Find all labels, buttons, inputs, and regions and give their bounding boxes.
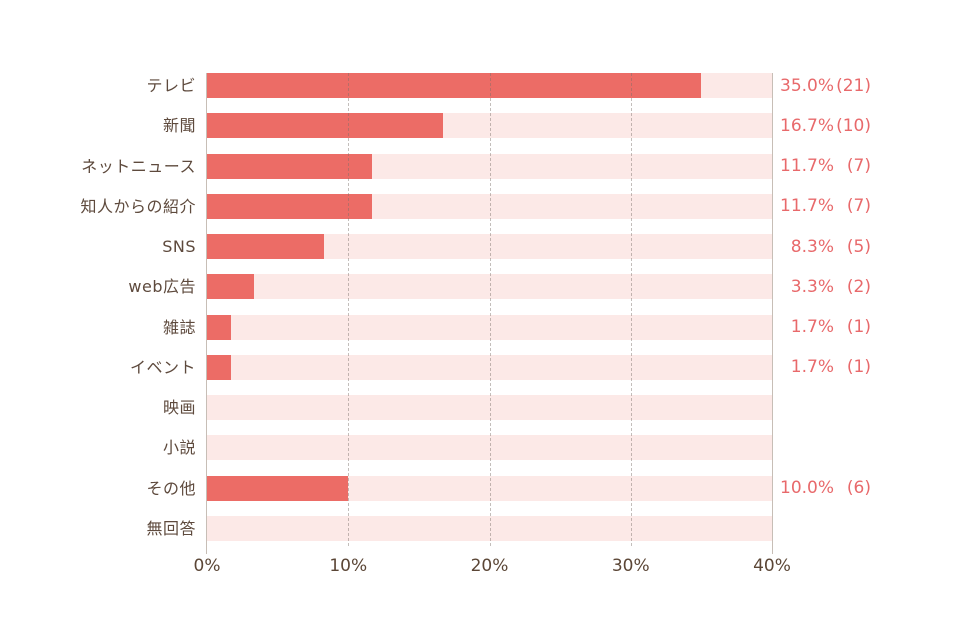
bar-track — [207, 435, 772, 461]
percent-value: 3.3% — [790, 276, 834, 297]
category-label: 無回答 — [146, 518, 196, 538]
x-tick-label: 10% — [329, 556, 368, 576]
percent-value: 8.3% — [790, 236, 834, 257]
bar-row: イベント 1.7% (1) — [130, 354, 871, 380]
bar-row: 新聞 16.7% (10) — [163, 113, 871, 139]
gridline-20pct — [489, 73, 491, 546]
x-tick-label: 30% — [611, 556, 650, 576]
bar-fill — [207, 354, 231, 380]
bar-track — [207, 515, 772, 541]
bar-track — [207, 395, 772, 421]
bar-fill — [207, 193, 373, 219]
value-label: 35.0% (21) — [780, 73, 871, 98]
bar-row: ネットニュース 11.7% (7) — [81, 153, 871, 179]
bar-track — [207, 354, 772, 380]
count-value: (21) — [836, 75, 871, 96]
gridline-30pct — [630, 73, 632, 546]
value-label: 1.7% (1) — [780, 355, 871, 380]
bar-track — [207, 314, 772, 340]
gridline-10pct — [348, 73, 350, 546]
percent-value: 1.7% — [790, 357, 834, 378]
value-label: 10.0% (6) — [780, 476, 871, 501]
value-label: 1.7% (1) — [780, 315, 871, 340]
bar-row: 知人からの紹介 11.7% (7) — [80, 193, 871, 219]
category-label: 新聞 — [162, 116, 196, 136]
value-label: 16.7% (10) — [780, 113, 871, 138]
count-value: (1) — [846, 357, 871, 378]
bar-fill — [207, 113, 443, 139]
bar-row: 無回答 — [146, 515, 772, 541]
x-tick-label: 40% — [753, 556, 791, 576]
percent-value: 11.7% — [780, 196, 835, 217]
bar-fill — [207, 274, 254, 300]
bar-fill — [207, 73, 702, 98]
value-label — [780, 435, 871, 460]
value-label: 3.3% (2) — [780, 274, 871, 299]
percent-value: 1.7% — [790, 317, 834, 338]
category-label: web広告 — [128, 277, 196, 297]
count-value: (7) — [846, 196, 871, 217]
percent-value: 35.0% — [780, 75, 835, 96]
category-label: ネットニュース — [81, 156, 196, 176]
bar-fill — [207, 475, 349, 501]
category-label: テレビ — [146, 76, 196, 95]
bar-row: 映画 — [163, 395, 772, 421]
bar-fill — [207, 314, 231, 340]
bar-track — [207, 274, 772, 300]
percent-value: 16.7% — [780, 115, 835, 136]
bar-row: その他 10.0% (6) — [146, 475, 871, 501]
category-label: 雑誌 — [162, 317, 196, 337]
x-axis: 0% 10% 20% 30% 40% — [194, 556, 791, 580]
category-label: イベント — [129, 357, 196, 377]
bar-row: 小説 — [163, 435, 772, 461]
count-value: (7) — [846, 156, 871, 177]
value-label: 11.7% (7) — [780, 194, 871, 219]
value-label — [780, 395, 871, 420]
bar-row: web広告 3.3% (2) — [128, 274, 871, 300]
value-label: 8.3% (5) — [780, 234, 871, 259]
count-value: (2) — [846, 276, 871, 297]
bar-row: SNS 8.3% (5) — [162, 234, 871, 260]
category-label: 映画 — [162, 398, 196, 418]
value-label — [780, 516, 871, 541]
category-label: SNS — [162, 237, 196, 257]
y-axis-line — [206, 73, 207, 554]
count-value: (6) — [846, 478, 871, 499]
count-value: (10) — [836, 115, 871, 136]
percent-value: 11.7% — [780, 156, 835, 177]
chart-right-border-line — [772, 73, 773, 554]
bar-row: テレビ 35.0% (21) — [146, 73, 871, 98]
plot-area: テレビ 35.0% (21) 新聞 16.7% (10) ネットニュース 11.7%… — [80, 73, 871, 554]
count-value: (1) — [846, 317, 871, 338]
category-label: 小説 — [162, 438, 196, 458]
x-tick-label: 0% — [193, 556, 221, 576]
category-label: その他 — [146, 478, 196, 498]
x-tick-label: 20% — [470, 556, 509, 576]
count-value: (5) — [846, 236, 871, 257]
bar-row: 雑誌 1.7% (1) — [163, 314, 871, 340]
bar-fill — [207, 234, 325, 260]
bar-fill — [207, 153, 373, 179]
percent-value: 10.0% — [780, 478, 835, 499]
category-label: 知人からの紹介 — [80, 196, 196, 216]
value-label: 11.7% (7) — [780, 154, 871, 179]
